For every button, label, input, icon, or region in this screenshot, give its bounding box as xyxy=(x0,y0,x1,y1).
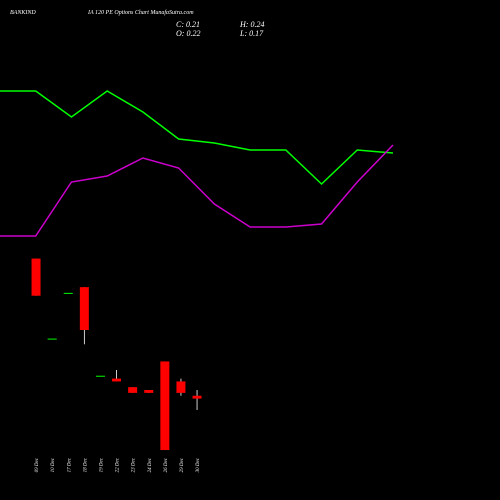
candle-body xyxy=(31,258,41,296)
candle-body xyxy=(112,378,122,382)
x-tick-label: 17 Dec xyxy=(67,457,72,472)
candle-body xyxy=(47,338,57,340)
candle-body xyxy=(79,287,89,331)
ohlc-open: O: 0.22 xyxy=(176,29,200,38)
x-tick-label: 23 Dec xyxy=(132,457,137,472)
candle-body xyxy=(128,387,138,393)
x-tick-label: 10 Dec xyxy=(51,457,56,472)
x-tick-label: 19 Dec xyxy=(99,457,104,472)
ohlc-low: L: 0.17 xyxy=(239,29,264,38)
x-tick-label: 09 Dec xyxy=(35,457,40,472)
line-series xyxy=(0,144,394,237)
candle-body xyxy=(144,390,154,393)
chart-title: BANKIND xyxy=(10,10,36,16)
x-tick-label: 29 Dec xyxy=(180,457,185,472)
x-tick-label: 26 Dec xyxy=(164,457,169,472)
candle-body xyxy=(95,375,105,377)
x-tick-label: 24 Dec xyxy=(148,457,153,472)
candle-body xyxy=(160,361,170,451)
chart-subtitle: IA 120 PE Options Chart MunafaSutra.com xyxy=(87,9,194,16)
line-series xyxy=(0,90,394,186)
candle-body xyxy=(176,381,186,393)
x-tick-label: 18 Dec xyxy=(83,457,88,472)
ohlc-close: C: 0.21 xyxy=(176,20,200,29)
x-tick-label: 30 Dec xyxy=(196,457,201,472)
candle-body xyxy=(63,292,73,294)
candle-body xyxy=(192,395,202,399)
x-tick-label: 22 Dec xyxy=(116,457,121,472)
ohlc-high: H: 0.24 xyxy=(239,20,264,29)
